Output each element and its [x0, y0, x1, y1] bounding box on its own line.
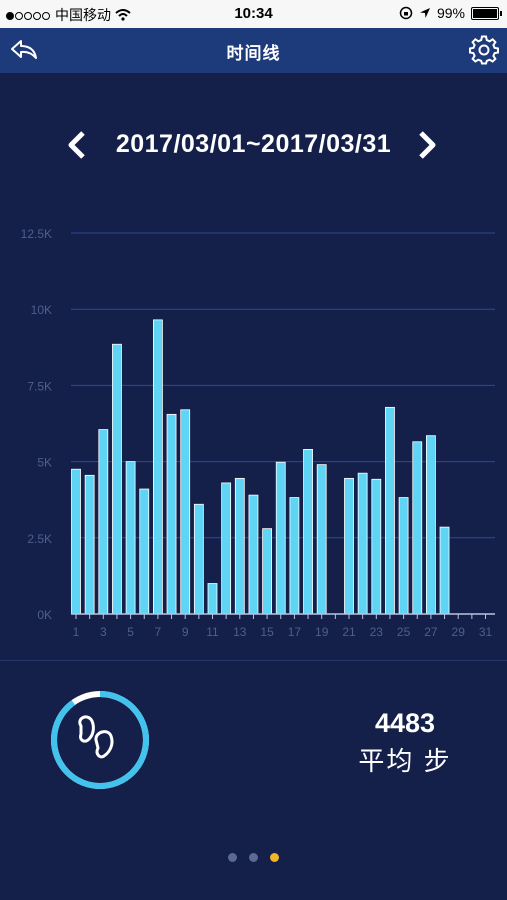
chart-bar	[234, 477, 245, 615]
x-tick-label: 29	[452, 625, 466, 639]
x-tick-label: 13	[233, 625, 247, 639]
carrier-name: 中国移动	[55, 7, 111, 23]
chart-bar	[398, 497, 409, 615]
chart-bar	[412, 441, 423, 615]
chart-bar	[193, 503, 204, 615]
rotation-lock-icon	[399, 6, 413, 20]
chart-bar	[344, 477, 354, 615]
average-summary: 4483 平均 步	[330, 708, 480, 778]
back-arrow-icon[interactable]	[8, 36, 40, 64]
chart-bar	[84, 474, 95, 615]
location-icon	[419, 8, 430, 18]
y-tick-label: 0K	[37, 608, 52, 622]
wifi-icon	[115, 9, 131, 21]
page-indicator	[0, 849, 507, 867]
x-tick-label: 15	[260, 625, 274, 639]
date-range-label: 2017/03/01~2017/03/31	[115, 130, 392, 158]
x-tick-label: 3	[100, 625, 107, 639]
progress-ring	[51, 691, 149, 789]
x-tick-label: 17	[288, 625, 302, 639]
chart-bar	[385, 406, 395, 615]
chart-bar	[371, 478, 382, 615]
page-dot-1[interactable]	[228, 853, 237, 862]
status-time: 10:34	[234, 5, 273, 22]
nav-bar: 时间线	[0, 28, 507, 73]
average-steps-value: 4483	[374, 708, 436, 738]
battery-icon	[471, 6, 502, 20]
y-tick-label: 12.5K	[21, 227, 52, 241]
chart-bar	[125, 461, 136, 615]
chart-bar	[425, 435, 436, 615]
y-tick-label: 7.5K	[27, 379, 52, 393]
page-dot-2[interactable]	[249, 853, 258, 862]
chart-bar	[262, 528, 273, 615]
chart-bar	[221, 482, 232, 615]
chart-bar	[180, 409, 191, 615]
date-range-selector: 2017/03/01~2017/03/31	[0, 125, 507, 165]
x-tick-label: 25	[397, 625, 411, 639]
signal-strength-icon	[6, 7, 51, 23]
page-title: 时间线	[226, 44, 281, 63]
chart-bar	[166, 413, 177, 615]
status-right-group: 99%	[399, 5, 502, 21]
y-tick-label: 2.5K	[27, 532, 52, 546]
chart-bar	[139, 488, 150, 615]
chart-bar	[112, 343, 122, 615]
x-tick-label: 19	[315, 625, 329, 639]
y-tick-label: 10K	[31, 303, 52, 317]
chart-bar	[275, 461, 286, 615]
chevron-right-icon[interactable]	[416, 130, 438, 160]
status-bar: 中国移动 10:34 99%	[0, 0, 507, 28]
x-tick-label: 5	[127, 625, 134, 639]
chart-bar	[357, 472, 368, 615]
chart-bar	[152, 319, 163, 615]
x-tick-label: 27	[424, 625, 438, 639]
carrier-group: 中国移动	[6, 5, 131, 25]
chart-bar	[289, 497, 300, 615]
footprints-icon	[78, 715, 114, 759]
chart-bar	[439, 526, 450, 615]
y-tick-label: 5K	[37, 456, 52, 470]
chart-bar	[98, 429, 109, 615]
chart-bar	[248, 494, 259, 615]
page-dot-3-active[interactable]	[270, 853, 279, 862]
x-tick-label: 21	[342, 625, 356, 639]
chart-bar	[316, 464, 327, 615]
chart-bar	[207, 583, 218, 615]
x-tick-label: 1	[73, 625, 80, 639]
gear-icon[interactable]	[469, 35, 499, 65]
chevron-left-icon[interactable]	[66, 130, 88, 160]
section-divider	[0, 660, 507, 661]
chart-bar	[71, 468, 81, 615]
average-steps-label: 平均 步	[358, 746, 452, 776]
x-tick-label: 9	[182, 625, 189, 639]
x-tick-label: 7	[155, 625, 162, 639]
x-tick-label: 31	[479, 625, 493, 639]
x-tick-label: 23	[370, 625, 384, 639]
battery-percent: 99%	[436, 5, 465, 21]
x-tick-label: 11	[206, 625, 219, 639]
chart-bar	[303, 449, 313, 615]
